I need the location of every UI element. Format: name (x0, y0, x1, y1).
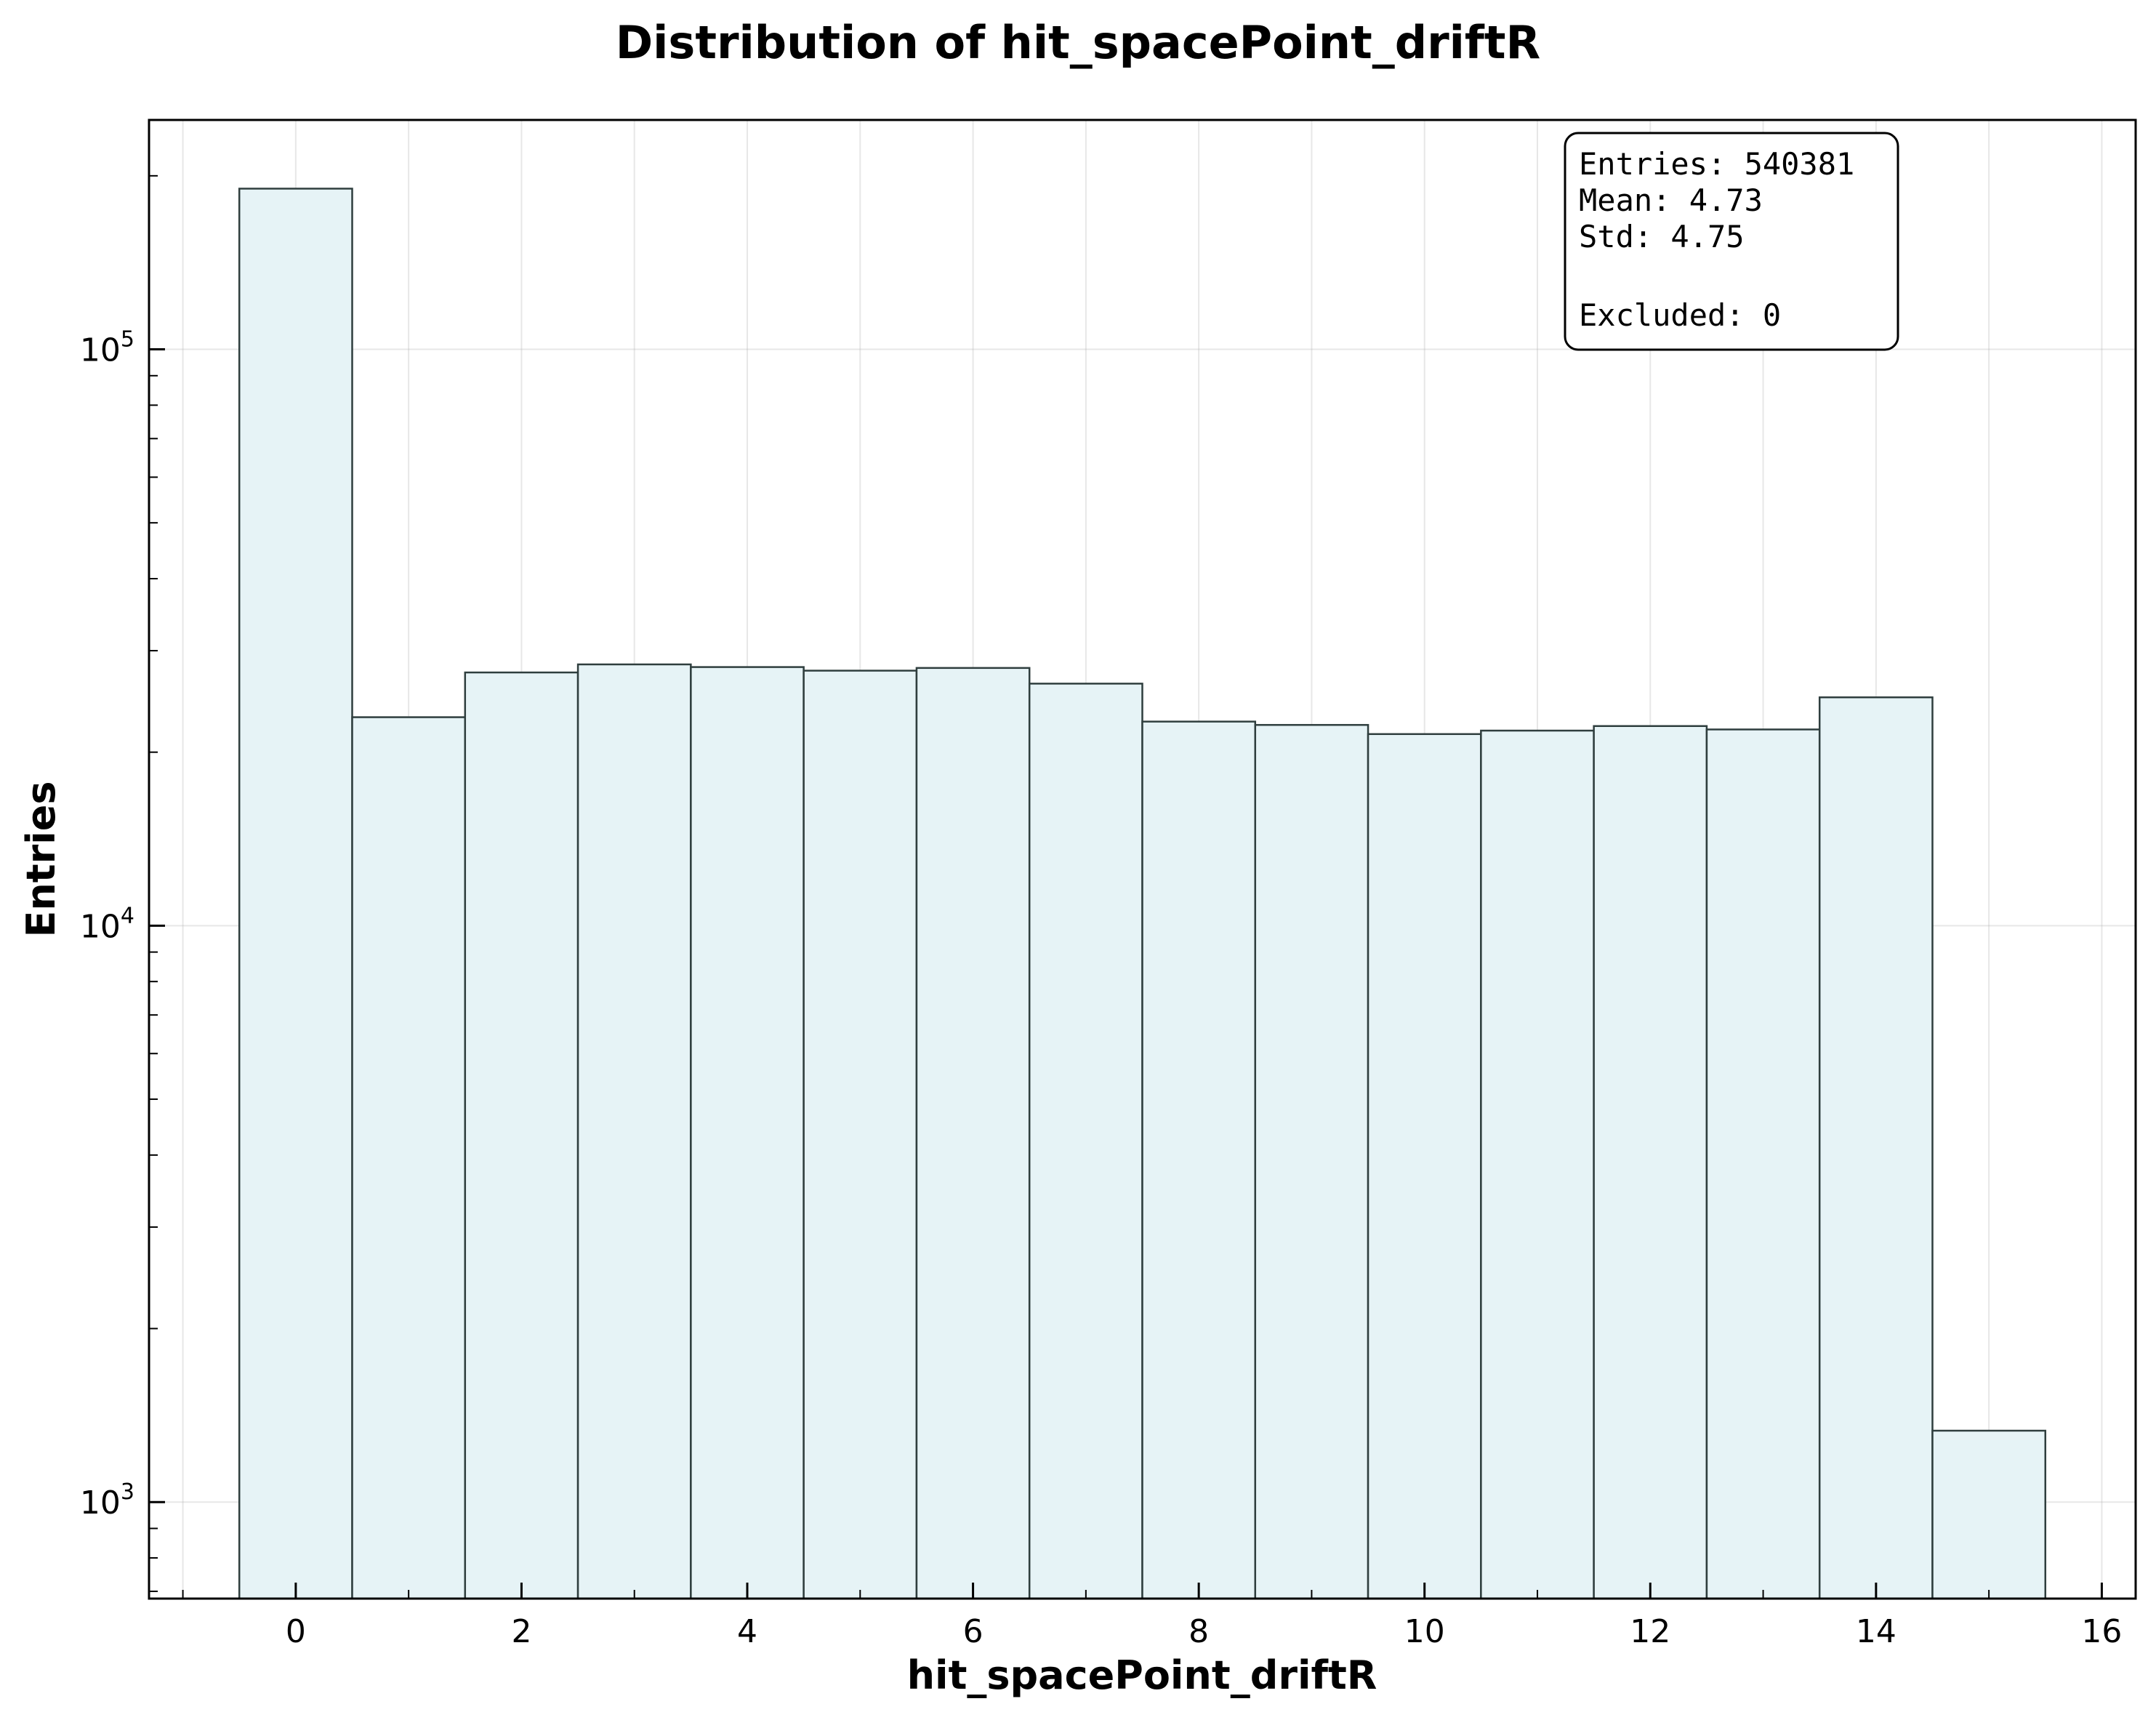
stats-box-frame (1564, 132, 1899, 351)
histogram-bar (1480, 729, 1595, 1600)
stats-std: Std: 4.75 (1579, 219, 1745, 254)
y-tick-label: 105 (80, 327, 134, 369)
histogram-bar (1593, 725, 1708, 1600)
x-tick-label: 8 (1188, 1613, 1209, 1650)
histogram-bar (1254, 723, 1369, 1600)
histogram-bar (1705, 728, 1821, 1600)
stats-entries: Entries: 540381 (1579, 146, 1854, 182)
histogram-bar (464, 671, 579, 1600)
stats-box: Entries: 540381 Mean: 4.73 Std: 4.75 Exc… (1564, 132, 1899, 351)
stats-excluded: Excluded: 0 (1579, 297, 1781, 333)
x-tick-label: 16 (2081, 1613, 2122, 1650)
histogram-bars (238, 188, 2047, 1600)
x-tick-label: 2 (511, 1613, 531, 1650)
histogram-bar (1028, 683, 1143, 1600)
y-tick-labels: 103 104 105 (80, 327, 134, 1522)
x-tick-labels: 0 2 4 6 8 10 12 14 16 (286, 1613, 2123, 1650)
histogram-bar (915, 667, 1031, 1600)
axis-ticks (149, 174, 2103, 1599)
plot-frame (148, 118, 2137, 1600)
histogram-bar (1141, 720, 1257, 1600)
x-tick-label: 6 (963, 1613, 984, 1650)
x-tick-label: 10 (1404, 1613, 1445, 1650)
histogram-bar (351, 716, 467, 1600)
x-tick-label: 12 (1630, 1613, 1670, 1650)
x-axis-label: hit_spacePoint_driftR (907, 1652, 1377, 1698)
y-tick-label: 104 (80, 903, 134, 945)
x-tick-label: 0 (286, 1613, 306, 1650)
chart-title: Distribution of hit_spacePoint_driftR (616, 16, 1541, 69)
histogram-bar (576, 663, 692, 1600)
stats-mean: Mean: 4.73 (1579, 182, 1763, 218)
histogram-bar (1818, 696, 1934, 1600)
x-tick-label: 4 (737, 1613, 757, 1650)
histogram-bar (238, 188, 353, 1600)
histogram-bar (1367, 733, 1482, 1600)
histogram-bar (803, 670, 918, 1600)
y-tick-label: 103 (80, 1479, 134, 1522)
y-axis-label: Entries (18, 781, 64, 937)
histogram-bar (690, 666, 805, 1600)
x-tick-label: 14 (1856, 1613, 1896, 1650)
histogram-bar (1931, 1429, 2047, 1600)
